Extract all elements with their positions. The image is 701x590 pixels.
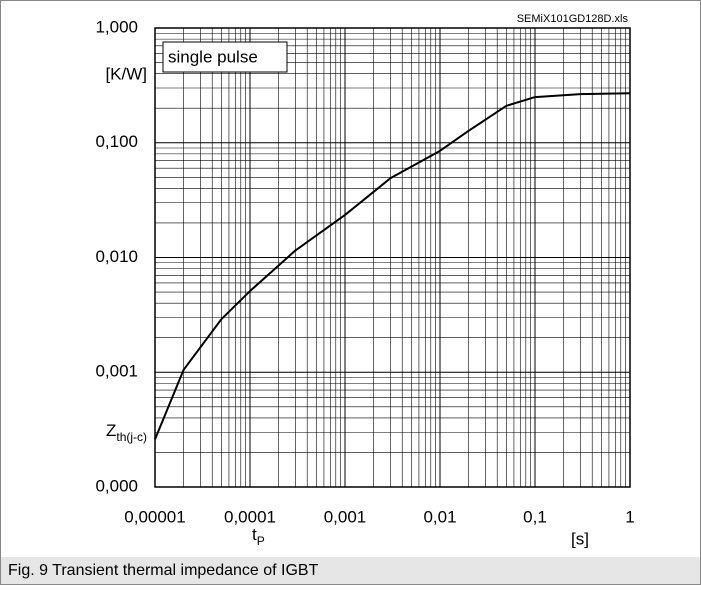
x-label-sub: P [257,534,265,548]
caption-band [1,557,700,584]
x-unit: [s] [571,529,589,548]
plot-border [154,27,631,488]
x-tick-label: 0,1 [523,507,547,526]
x-label: tP [252,525,265,548]
y-label: Zth(j-c) [106,421,147,444]
x-tick-label: 0,00001 [124,507,185,526]
annotation: single pulse [168,47,258,66]
x-tick-label: 0,01 [423,507,456,526]
y-label-main: Z [106,421,116,440]
x-tick-label: 1 [625,507,634,526]
y-unit: [K/W] [105,64,147,83]
y-tick-label: 0,001 [95,362,138,381]
annotation-box [162,41,288,73]
y-tick-label: 0,000 [95,476,138,495]
x-label-main: t [252,525,257,544]
source: SEMiX101GD128D.xls [517,13,629,25]
y-label-sub: th(j-c) [116,430,147,444]
x-tick-label: 0,0001 [224,507,276,526]
caption: Fig. 9 Transient thermal impedance of IG… [8,562,319,579]
y-tick-label: 1,000 [95,17,138,36]
series-line [154,92,631,440]
x-tick-label: 0,001 [324,507,367,526]
y-tick-label: 0,100 [95,132,138,151]
y-tick-label: 0,010 [95,247,138,266]
